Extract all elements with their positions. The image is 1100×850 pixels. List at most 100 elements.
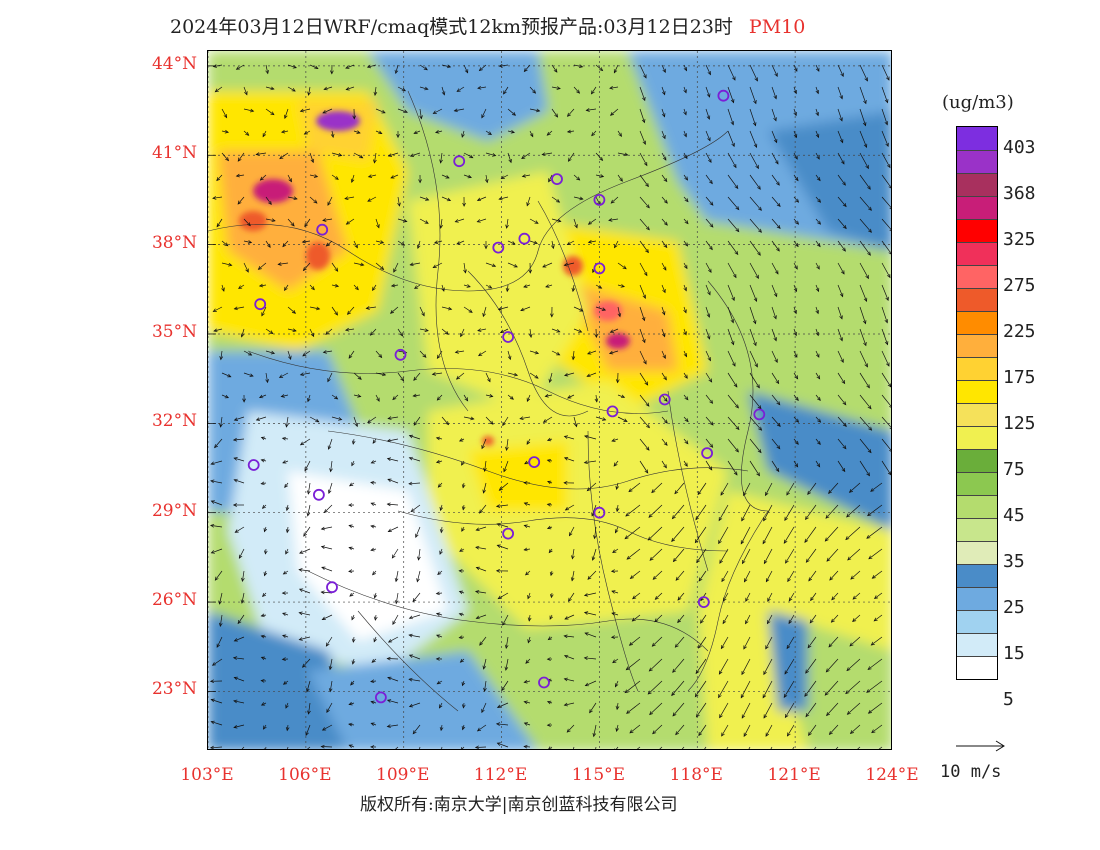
wind-arrow xyxy=(463,306,473,313)
wind-arrow-head xyxy=(410,508,415,513)
wind-arrow xyxy=(683,284,687,291)
wind-arrow-head xyxy=(370,679,375,684)
wind-arrow-head xyxy=(793,67,798,72)
wind-arrow-head xyxy=(327,445,332,450)
wind-arrow-head xyxy=(808,731,812,736)
wind-arrow xyxy=(815,86,819,94)
wind-arrow xyxy=(815,394,821,401)
wind-arrow xyxy=(695,658,707,674)
wind-arrow xyxy=(661,416,668,424)
wind-arrow-head xyxy=(587,575,592,580)
wind-arrow-head xyxy=(774,270,779,275)
wind-arrow xyxy=(461,130,465,138)
wind-arrow-head xyxy=(225,157,230,162)
wind-arrow-head xyxy=(763,517,767,522)
wind-arrow xyxy=(569,526,575,536)
wind-arrow-head xyxy=(334,176,339,180)
wind-arrow xyxy=(567,394,575,399)
wind-arrow xyxy=(586,372,597,377)
wind-arrow xyxy=(485,174,488,183)
wind-arrow-head xyxy=(338,417,343,421)
wind-arrow xyxy=(309,174,318,178)
wind-arrow-head xyxy=(414,285,419,289)
wind-arrow xyxy=(584,657,597,660)
wind-arrow xyxy=(617,416,628,422)
wind-arrow-head xyxy=(270,111,275,116)
wind-arrow xyxy=(617,262,627,270)
wind-arrow xyxy=(639,218,650,231)
wind-arrow xyxy=(258,262,267,270)
wind-arrow xyxy=(281,394,289,397)
wind-arrow-head xyxy=(496,742,501,746)
wind-arrow-head xyxy=(585,108,590,112)
wind-arrow-head xyxy=(349,482,354,487)
wind-arrow xyxy=(441,64,451,68)
wind-arrow-head xyxy=(571,287,576,293)
wind-arrow-head xyxy=(839,293,844,298)
wind-arrow xyxy=(243,218,251,226)
wind-arrow xyxy=(261,437,267,440)
wind-arrow xyxy=(727,174,739,189)
wind-arrow xyxy=(829,570,839,581)
wind-arrow xyxy=(683,438,689,445)
wind-arrow xyxy=(705,196,714,206)
wind-arrow-head xyxy=(247,240,253,244)
wind-arrow-head xyxy=(775,379,780,385)
wind-arrow xyxy=(868,702,883,714)
wind-arrow xyxy=(326,240,333,247)
wind-arrow-head xyxy=(888,250,891,255)
wind-arrow-head xyxy=(611,438,616,442)
wind-arrow xyxy=(859,372,870,388)
wind-arrow-head xyxy=(488,284,493,289)
wind-arrow xyxy=(793,262,798,270)
wind-arrow-head xyxy=(839,95,843,100)
wind-arrow xyxy=(507,108,516,116)
wind-arrow-head xyxy=(730,341,735,346)
wind-arrow-head xyxy=(291,309,297,314)
wind-arrow xyxy=(476,526,487,531)
wind-arrow xyxy=(388,416,399,419)
wind-arrow xyxy=(677,592,685,601)
wind-arrow xyxy=(616,482,619,490)
wind-arrow xyxy=(727,262,737,278)
wind-arrow-head xyxy=(592,732,597,738)
wind-arrow-head xyxy=(277,262,282,266)
wind-arrow xyxy=(327,196,333,206)
wind-arrow xyxy=(551,86,561,89)
wind-arrow-head xyxy=(482,312,486,318)
wind-arrow-head xyxy=(536,108,541,113)
wind-arrow-head xyxy=(533,240,538,245)
wind-arrow-head xyxy=(852,618,857,623)
wind-arrow-head xyxy=(683,309,687,314)
wind-arrow-head xyxy=(334,267,339,272)
wind-arrow-head xyxy=(408,654,414,658)
wind-arrow-head xyxy=(873,595,879,599)
wind-arrow xyxy=(330,460,333,472)
wind-arrow xyxy=(564,262,575,266)
wind-arrow-head xyxy=(546,700,552,705)
wind-arrow xyxy=(749,284,757,302)
wind-arrow-head xyxy=(793,133,798,139)
wind-arrow xyxy=(485,372,491,382)
wind-arrow-head xyxy=(464,69,469,74)
wind-arrow-head xyxy=(477,328,482,332)
wind-arrow-head xyxy=(815,67,820,72)
wind-arrow xyxy=(829,724,839,735)
wind-arrow-head xyxy=(774,358,778,364)
wind-arrow-head xyxy=(437,483,442,488)
wind-arrow-head xyxy=(326,708,330,714)
wind-arrow-head xyxy=(367,419,372,424)
wind-arrow xyxy=(522,174,531,177)
wind-arrow-head xyxy=(594,333,599,338)
wind-arrow xyxy=(221,284,225,292)
wind-arrow xyxy=(233,657,245,660)
wind-arrow-head xyxy=(370,722,375,727)
wind-arrow xyxy=(259,284,267,287)
wind-arrow xyxy=(881,108,888,125)
wind-arrow xyxy=(387,724,399,727)
wind-arrow xyxy=(278,262,289,265)
wind-arrow-head xyxy=(478,67,483,72)
wind-arrow xyxy=(785,548,795,564)
wind-arrow-head xyxy=(574,423,578,428)
wind-arrow-head xyxy=(745,620,749,625)
